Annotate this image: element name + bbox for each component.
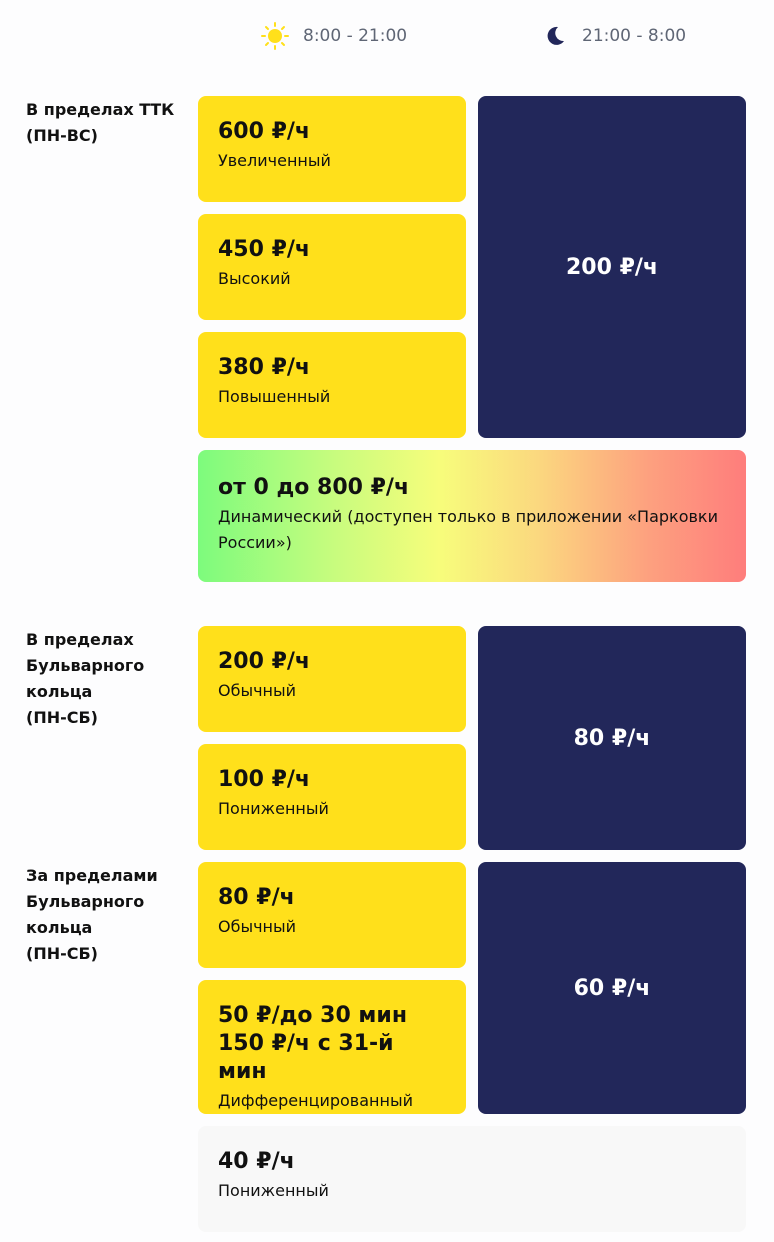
zone-title-boulevard-outside: За пределами Бульварного кольца (ПН-СБ) <box>26 863 158 967</box>
tariff-card-ttk-380: 380 ₽/ч Повышенный <box>198 332 466 438</box>
zone-title-ttk: В пределах ТТК (ПН-ВС) <box>26 97 174 149</box>
zone-title-line: (ПН-ВС) <box>26 126 98 145</box>
tariff-label: Высокий <box>218 269 291 288</box>
tariff-card-ttk-450: 450 ₽/ч Высокий <box>198 214 466 320</box>
price: 100 ₽/ч <box>218 767 311 792</box>
dynamic-tariff-card: от 0 до 800 ₽/ч Динамический (доступен т… <box>198 450 746 582</box>
tariff-label: Обычный <box>218 681 297 700</box>
tariff-label: Обычный <box>218 917 297 936</box>
tariff-card-boulevard-200: 200 ₽/ч Обычный <box>198 626 466 732</box>
tariff-label: Повышенный <box>218 387 331 406</box>
day-time-label: 8:00 - 21:00 <box>303 26 408 46</box>
price: 450 ₽/ч <box>218 237 311 262</box>
night-price: 80 ₽/ч <box>573 725 651 751</box>
tariff-card-outside-reduced: 40 ₽/ч Пониженный <box>198 1126 746 1232</box>
zone-title-line: (ПН-СБ) <box>26 708 98 727</box>
zone-title-line: Бульварного <box>26 656 145 675</box>
price: 380 ₽/ч <box>218 355 311 380</box>
tariff-card-outside-80: 80 ₽/ч Обычный <box>198 862 466 968</box>
price: 600 ₽/ч <box>218 119 311 144</box>
zone-title-boulevard-inside: В пределах Бульварного кольца (ПН-СБ) <box>26 627 144 731</box>
night-price: 60 ₽/ч <box>573 975 651 1001</box>
night-card-ttk: 200 ₽/ч <box>478 96 746 438</box>
tariff-label: Увеличенный <box>218 151 331 170</box>
tariff-label: Пониженный <box>218 799 329 818</box>
price: 200 ₽/ч <box>218 649 311 674</box>
sun-icon <box>261 22 289 50</box>
tariff-label: Динамический (доступен только в приложен… <box>218 507 718 552</box>
zone-title-line: Бульварного <box>26 892 145 911</box>
zone-title-line: кольца <box>26 682 93 701</box>
tariff-card-ttk-600: 600 ₽/ч Увеличенный <box>198 96 466 202</box>
night-time-label: 21:00 - 8:00 <box>582 26 687 46</box>
tariff-label: Дифференцированный <box>218 1091 413 1110</box>
day-time-header: 8:00 - 21:00 <box>261 22 407 50</box>
night-card-boulevard-outside: 60 ₽/ч <box>478 862 746 1114</box>
zone-title-line: В пределах ТТК <box>26 100 175 119</box>
zone-title-line: (ПН-СБ) <box>26 944 98 963</box>
zone-title-line: В пределах <box>26 630 134 649</box>
night-card-boulevard-inside: 80 ₽/ч <box>478 626 746 850</box>
price: 40 ₽/ч <box>218 1149 295 1174</box>
zone-title-line: кольца <box>26 918 93 937</box>
zone-title-line: За пределами <box>26 866 158 885</box>
night-time-header: 21:00 - 8:00 <box>544 22 686 50</box>
tariff-card-outside-differentiated: 50 ₽/до 30 мин 150 ₽/ч с 31-й мин Диффер… <box>198 980 466 1114</box>
moon-icon <box>547 26 564 45</box>
price: 80 ₽/ч <box>218 885 295 910</box>
price: от 0 до 800 ₽/ч <box>218 475 410 500</box>
price-line: 50 ₽/до 30 мин <box>218 1003 408 1028</box>
tariff-card-boulevard-100: 100 ₽/ч Пониженный <box>198 744 466 850</box>
tariff-label: Пониженный <box>218 1181 329 1200</box>
night-price: 200 ₽/ч <box>565 254 659 280</box>
price-line: 150 ₽/ч с 31-й мин <box>218 1031 394 1084</box>
